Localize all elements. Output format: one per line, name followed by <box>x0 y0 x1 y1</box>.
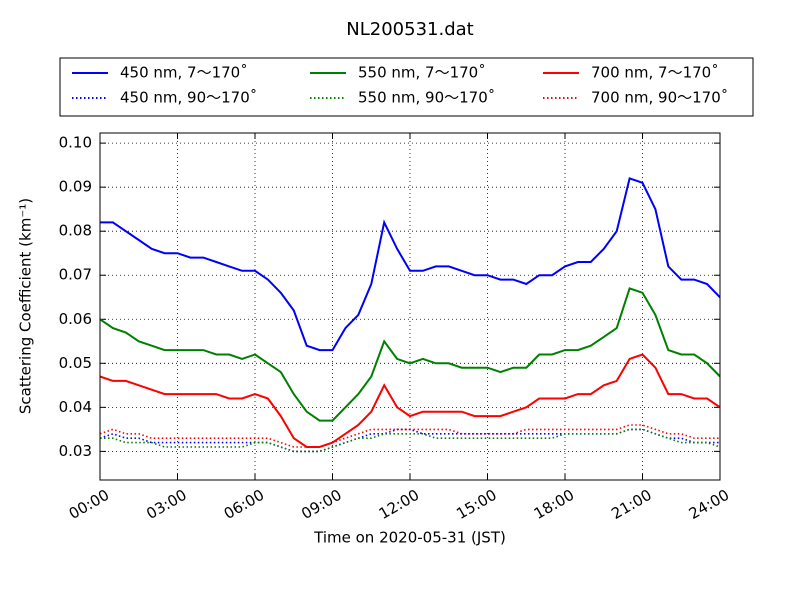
y-tick-label: 0.03 <box>59 442 92 460</box>
y-tick-label: 0.06 <box>59 310 92 328</box>
data-line <box>99 424 720 448</box>
x-axis-label: Time on 2020-05-31 (JST) <box>313 529 506 547</box>
y-tick-label: 0.10 <box>59 134 92 152</box>
y-tick-label: 0.05 <box>59 354 92 372</box>
legend-label: 550 nm, 7～170˚ <box>358 64 486 82</box>
legend-label: 450 nm, 7～170˚ <box>120 64 248 82</box>
legend-label: 700 nm, 7～170˚ <box>591 64 719 82</box>
y-tick-label: 0.04 <box>59 398 92 416</box>
y-tick-label: 0.07 <box>59 266 92 284</box>
y-tick-label: 0.08 <box>59 222 92 240</box>
data-line <box>99 353 721 448</box>
legend-label: 450 nm, 90～170˚ <box>120 89 257 107</box>
legend-label: 700 nm, 90～170˚ <box>591 89 728 107</box>
plot-frame <box>99 132 721 481</box>
chart-title: NL200531.dat <box>346 19 473 40</box>
data-line <box>100 177 721 352</box>
y-tick-label: 0.09 <box>59 178 92 196</box>
data-line <box>100 428 721 453</box>
legend-box <box>59 57 754 117</box>
y-axis-label: Scattering Coefficient (km⁻¹) <box>17 198 35 414</box>
legend-label: 550 nm, 90～170˚ <box>358 89 495 107</box>
data-line <box>99 287 721 422</box>
